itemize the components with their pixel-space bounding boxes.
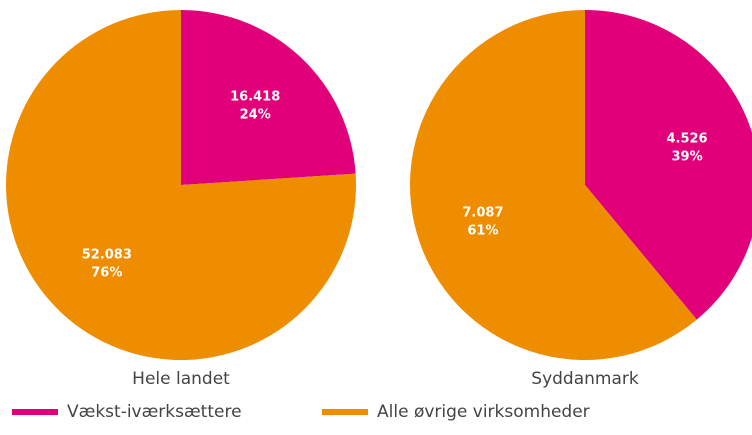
percent-label: 76% — [91, 266, 122, 281]
value-label: 52.083 — [82, 248, 132, 263]
legend-label: Vækst-iværksættere — [67, 402, 242, 422]
legend-label: Alle øvrige virksomheder — [377, 402, 590, 422]
pie-slice — [410, 10, 697, 360]
value-label: 7.087 — [462, 205, 503, 220]
legend-swatch — [322, 409, 368, 415]
pie-title: Hele landet — [132, 369, 230, 389]
pie-slice — [5, 10, 356, 361]
percent-label: 39% — [671, 150, 702, 165]
pie-slice — [585, 10, 752, 320]
pie-title: Syddanmark — [531, 369, 639, 389]
value-label: 4.526 — [666, 132, 707, 147]
percent-label: 24% — [240, 107, 271, 122]
legend-swatch — [12, 409, 58, 415]
pie-slice — [181, 10, 356, 185]
value-label: 16.418 — [230, 89, 280, 104]
percent-label: 61% — [467, 223, 498, 238]
